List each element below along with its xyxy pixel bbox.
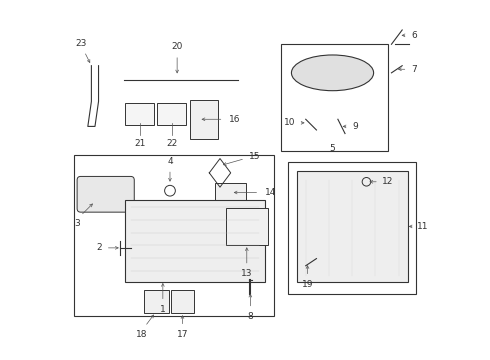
Text: 14: 14 bbox=[265, 188, 276, 197]
Text: 3: 3 bbox=[74, 219, 80, 228]
Text: 23: 23 bbox=[75, 39, 86, 48]
FancyBboxPatch shape bbox=[125, 103, 154, 125]
Ellipse shape bbox=[292, 55, 373, 91]
Text: 21: 21 bbox=[134, 139, 146, 148]
Text: 19: 19 bbox=[302, 280, 313, 289]
Text: 10: 10 bbox=[284, 118, 295, 127]
FancyBboxPatch shape bbox=[144, 290, 169, 313]
Text: 11: 11 bbox=[417, 222, 429, 231]
FancyBboxPatch shape bbox=[226, 207, 268, 246]
Text: 20: 20 bbox=[172, 42, 183, 51]
Text: 8: 8 bbox=[247, 312, 253, 321]
Text: 6: 6 bbox=[411, 31, 417, 40]
FancyBboxPatch shape bbox=[297, 171, 408, 282]
Text: 4: 4 bbox=[167, 157, 173, 166]
Text: 5: 5 bbox=[330, 144, 335, 153]
Text: 1: 1 bbox=[160, 305, 166, 314]
Text: 13: 13 bbox=[241, 269, 252, 278]
Text: 2: 2 bbox=[97, 243, 102, 252]
FancyBboxPatch shape bbox=[157, 103, 186, 125]
Text: 7: 7 bbox=[411, 65, 417, 74]
FancyBboxPatch shape bbox=[125, 200, 265, 282]
Text: 9: 9 bbox=[352, 122, 358, 131]
Text: 18: 18 bbox=[136, 330, 147, 339]
Text: 15: 15 bbox=[248, 152, 260, 161]
FancyBboxPatch shape bbox=[77, 176, 134, 212]
Text: 17: 17 bbox=[177, 330, 188, 339]
FancyBboxPatch shape bbox=[171, 290, 194, 313]
Text: 22: 22 bbox=[166, 139, 177, 148]
FancyBboxPatch shape bbox=[190, 100, 218, 139]
Text: 16: 16 bbox=[229, 115, 241, 124]
FancyBboxPatch shape bbox=[215, 183, 246, 203]
Text: 12: 12 bbox=[381, 177, 393, 186]
